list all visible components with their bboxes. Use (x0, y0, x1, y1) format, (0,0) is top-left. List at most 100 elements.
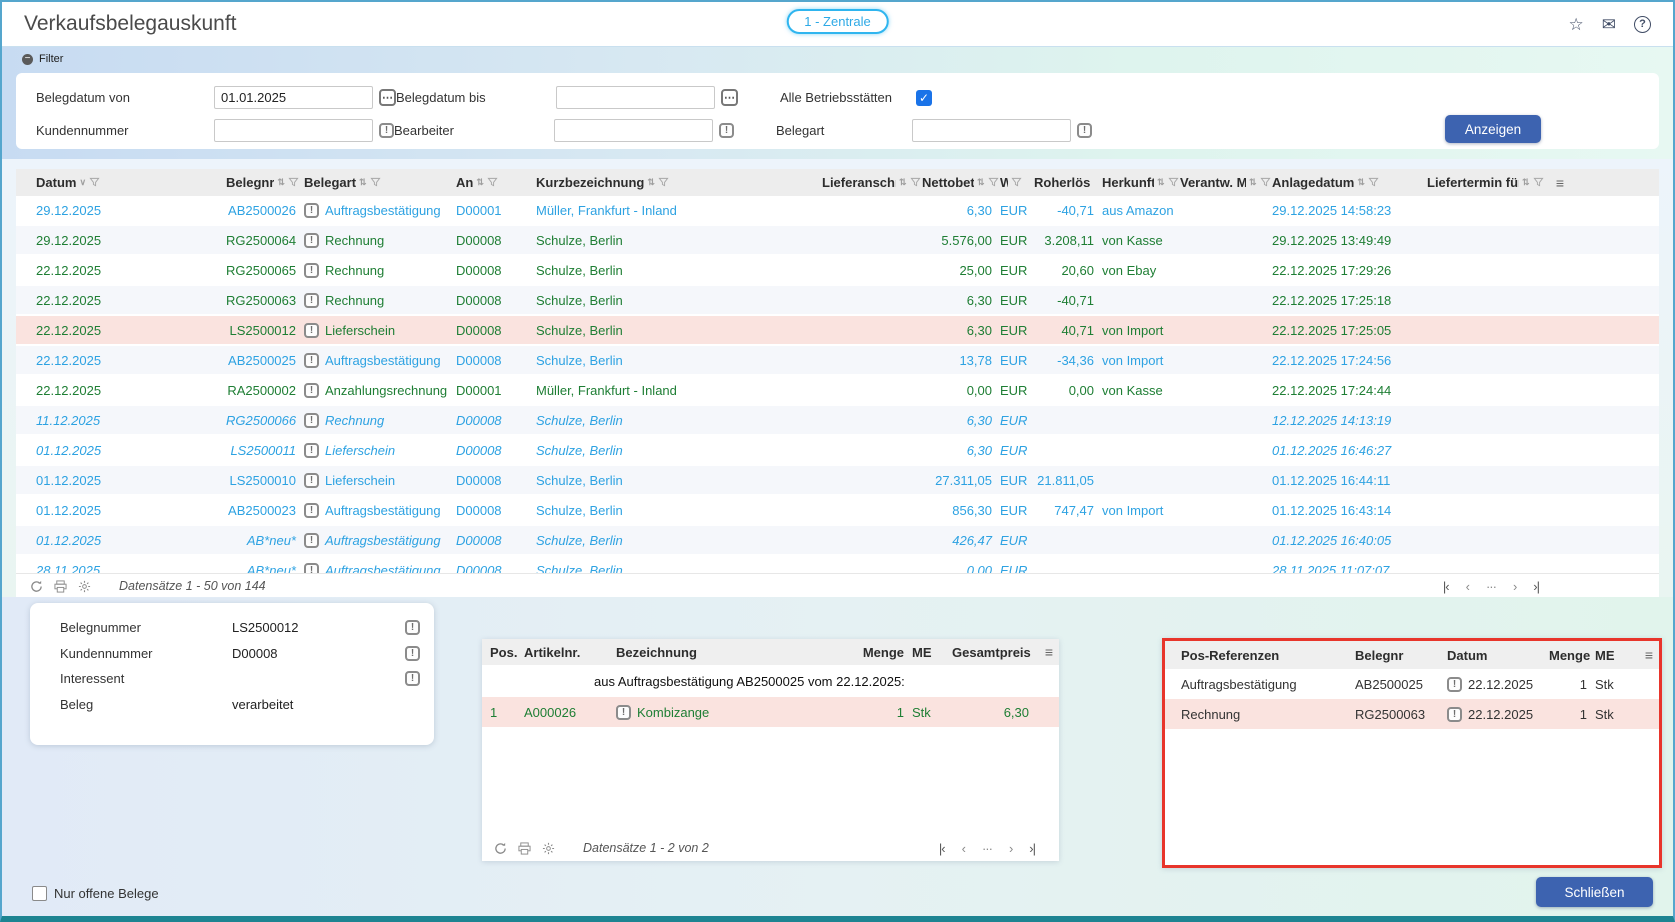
help-icon[interactable]: ? (1634, 15, 1651, 33)
lookup-icon[interactable]: ! (379, 123, 394, 138)
info-icon[interactable]: ! (304, 442, 319, 458)
filter-funnel-icon[interactable] (370, 177, 381, 188)
info-icon[interactable]: ! (1447, 706, 1462, 722)
column-header-belegart[interactable]: Belegart ⇅ (304, 169, 456, 196)
more-pages-button[interactable]: ··· (981, 840, 993, 856)
info-icon[interactable]: ! (304, 352, 319, 368)
table-row[interactable]: 22.12.2025 LS2500012! Lieferschein D00008 Sc… (16, 316, 1659, 346)
date-picker-icon[interactable]: ⋯ (379, 89, 396, 106)
table-row[interactable]: 22.12.2025 AB2500025! Auftragsbestätigung D… (16, 346, 1659, 376)
positions-column-gesamtpreis[interactable]: Gesamtpreis (952, 644, 1031, 660)
filter-funnel-icon[interactable] (1532, 177, 1544, 188)
column-header-w-hrung[interactable]: Währung (1000, 169, 1034, 196)
position-row[interactable]: 1 A000026! Kombizange 1 Stk 6,30 (482, 697, 1059, 727)
info-icon[interactable]: ! (1447, 676, 1462, 692)
sort-icon[interactable]: ⇅ (1522, 177, 1530, 187)
table-row[interactable]: 28.11.2025 AB*neu*! Auftragsbestätigung D00… (16, 556, 1659, 573)
table-row[interactable]: 01.12.2025 LS2500011! Lieferschein D00008 Sc… (16, 436, 1659, 466)
column-header-kurzbezeichnung[interactable]: Kurzbezeichnung ⇅ (536, 169, 822, 196)
column-header-datum[interactable]: Datum ∨ (36, 169, 226, 196)
refresh-icon[interactable] (494, 842, 507, 855)
more-pages-button[interactable]: ··· (1485, 578, 1497, 594)
print-icon[interactable] (54, 579, 67, 593)
sort-icon[interactable]: ⇅ (977, 177, 985, 187)
column-header-anlagedatum[interactable]: Anlagedatum ⇅ (1272, 169, 1427, 196)
positions-column-menge[interactable]: Menge (862, 644, 904, 660)
filter-funnel-icon[interactable] (658, 177, 669, 188)
filter-funnel-icon[interactable] (288, 177, 299, 188)
print-icon[interactable] (518, 841, 531, 855)
settings-gear-icon[interactable] (542, 842, 555, 855)
sort-icon[interactable]: ⇅ (1357, 177, 1365, 187)
belegdatum-bis-input[interactable] (556, 86, 715, 109)
sort-icon[interactable]: ⇅ (277, 177, 285, 187)
filter-funnel-icon[interactable] (987, 177, 999, 188)
positions-column-me[interactable]: ME (912, 644, 932, 660)
info-icon[interactable]: ! (405, 671, 420, 687)
table-row[interactable]: 01.12.2025 LS2500010! Lieferschein D00008 Sc… (16, 466, 1659, 496)
first-page-button[interactable]: |‹ (1442, 578, 1450, 594)
table-row[interactable]: 29.12.2025 AB2500026! Auftragsbestätigung D… (16, 196, 1659, 226)
date-picker-icon[interactable]: ⋯ (721, 89, 738, 106)
belegdatum-von-input[interactable]: 01.01.2025 (214, 86, 373, 109)
sort-icon[interactable]: ⇅ (359, 177, 367, 187)
favorite-star-icon[interactable]: ☆ (1568, 14, 1584, 34)
column-header-herkunft[interactable]: Herkunft ⇅ (1102, 169, 1180, 196)
references-column-datum[interactable]: Datum (1447, 647, 1488, 663)
column-header-liefertermin-f-r-ab[interactable]: Liefertermin für AB⇅ (1427, 169, 1545, 196)
column-header-belegnr[interactable]: Belegnr ⇅ (226, 169, 304, 196)
info-icon[interactable]: ! (304, 202, 319, 218)
bearbeiter-input[interactable] (554, 119, 713, 142)
info-icon[interactable]: ! (304, 262, 319, 278)
info-icon[interactable]: ! (304, 532, 319, 548)
filter-funnel-icon[interactable] (487, 177, 498, 188)
positions-menu-icon[interactable]: ≡ (1044, 644, 1053, 660)
filter-funnel-icon[interactable] (1368, 177, 1379, 188)
next-page-button[interactable]: › (1008, 840, 1013, 856)
alle-betriebsst-tten-checkbox[interactable]: ✓ (916, 89, 932, 106)
info-icon[interactable]: ! (304, 412, 319, 428)
settings-gear-icon[interactable] (78, 580, 91, 593)
sort-icon[interactable]: ⇅ (1157, 177, 1165, 187)
refresh-icon[interactable] (30, 580, 43, 593)
info-icon[interactable]: ! (405, 620, 420, 636)
collapse-filter-icon[interactable]: − (22, 53, 33, 65)
filter-funnel-icon[interactable] (909, 177, 921, 188)
column-header-verantw-ma[interactable]: Verantw. MA⇅ (1180, 169, 1272, 196)
table-row[interactable]: 01.12.2025 AB2500023! Auftragsbestätigung D… (16, 496, 1659, 526)
table-row[interactable]: 22.12.2025 RG2500065! Rechnung D00008 Schulz… (16, 256, 1659, 286)
mail-icon[interactable]: ✉ (1601, 14, 1616, 34)
sort-icon[interactable]: ⇅ (899, 177, 907, 187)
nur-offene-belege-checkbox[interactable]: Nur offene Belege (32, 886, 159, 901)
filter-funnel-icon[interactable] (1011, 177, 1022, 188)
info-icon[interactable]: ! (304, 472, 319, 488)
references-column-me[interactable]: ME (1595, 647, 1615, 663)
schliessen-button[interactable]: Schließen (1536, 877, 1653, 907)
info-icon[interactable]: ! (616, 704, 631, 720)
column-header-roherl-s[interactable]: Roherlös (1034, 169, 1102, 196)
positions-column-artikelnr[interactable]: Artikelnr. (524, 644, 581, 660)
positions-column-pos[interactable]: Pos. (490, 644, 518, 660)
info-icon[interactable]: ! (304, 232, 319, 248)
table-row[interactable]: 11.12.2025 RG2500066! Rechnung D00008 Schulz… (16, 406, 1659, 436)
references-menu-icon[interactable]: ≡ (1644, 647, 1653, 663)
table-menu-icon[interactable]: ≡ (1555, 174, 1564, 191)
filter-funnel-icon[interactable] (89, 177, 100, 188)
info-icon[interactable]: ! (405, 645, 420, 661)
table-row[interactable]: 22.12.2025 RA2500002! Anzahlungsrechnung D0… (16, 376, 1659, 406)
filter-funnel-icon[interactable] (1259, 177, 1271, 188)
table-row[interactable]: 01.12.2025 AB*neu*! Auftragsbestätigung D00… (16, 526, 1659, 556)
first-page-button[interactable]: |‹ (938, 840, 946, 856)
belegart-input[interactable] (912, 119, 1071, 142)
info-icon[interactable]: ! (304, 382, 319, 398)
sort-icon[interactable]: ⇅ (476, 177, 484, 187)
reference-row[interactable]: Rechnung RG2500063! 22.12.2025 1 Stk (1165, 699, 1659, 729)
lookup-icon[interactable]: ! (719, 123, 734, 138)
column-header-an[interactable]: An ⇅ (456, 169, 536, 196)
reference-row[interactable]: Auftragsbestätigung AB2500025! 22.12.2025 1… (1165, 669, 1659, 699)
info-icon[interactable]: ! (304, 322, 319, 338)
anzeigen-button[interactable]: Anzeigen (1445, 115, 1541, 143)
lookup-icon[interactable]: ! (1077, 123, 1092, 138)
column-header-nettobetrag[interactable]: Nettobetrag⇅ (922, 169, 1000, 196)
last-page-button[interactable]: ›| (1029, 840, 1036, 856)
